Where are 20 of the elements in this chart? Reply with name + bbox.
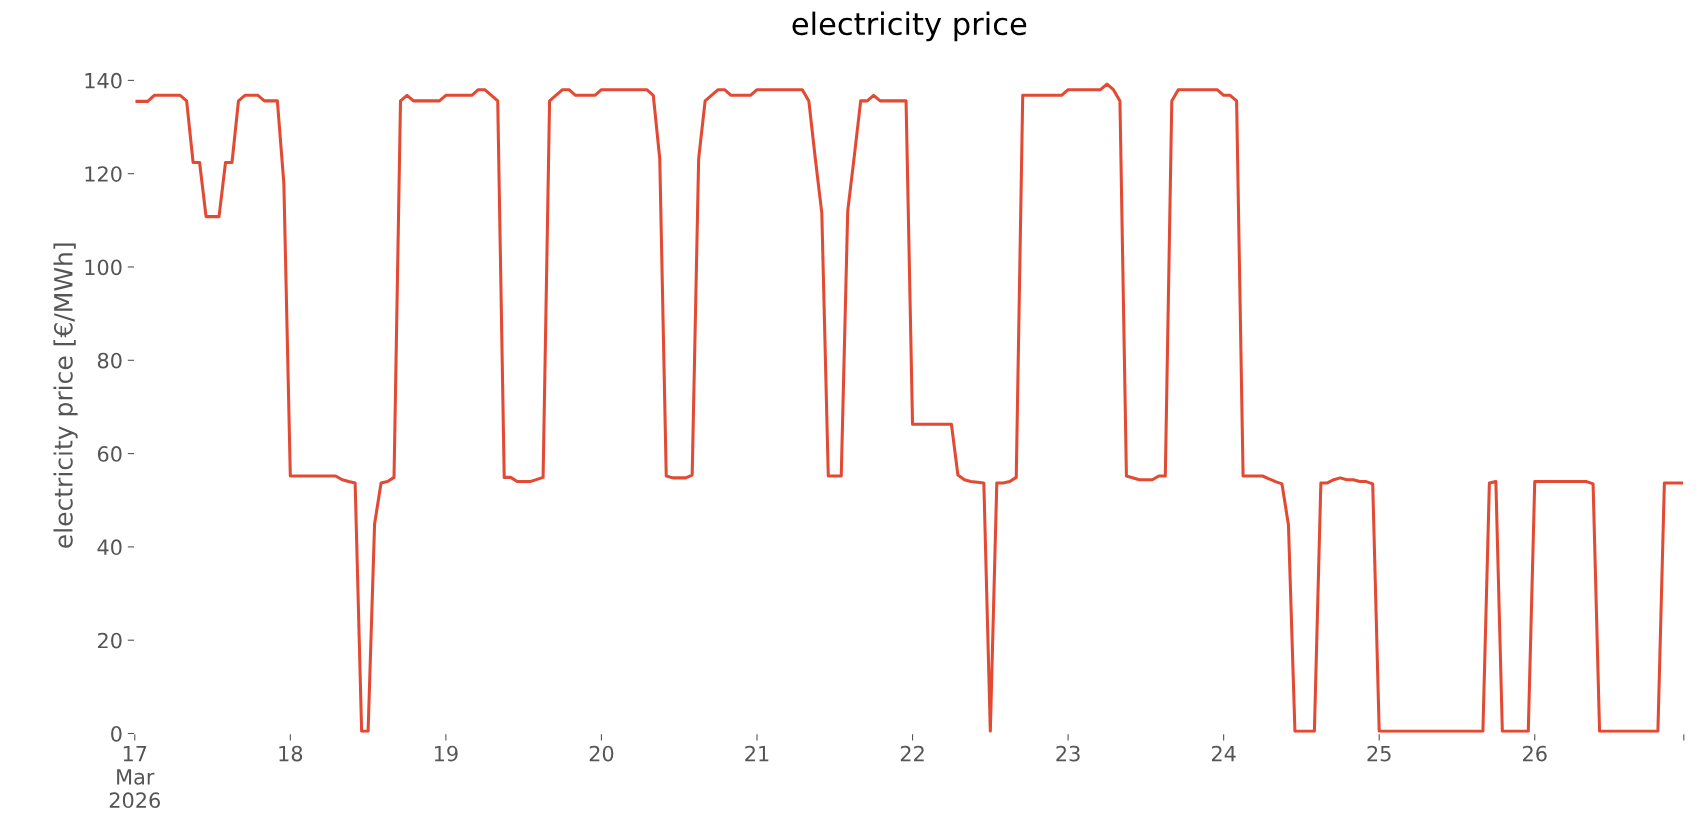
y-axis-title: electricity price [€/MWh]: [53, 243, 78, 548]
y-tick-label: 40: [97, 539, 122, 556]
x-tick-label: 17 Mar 2026: [109, 745, 160, 809]
x-tick-label: 23: [1056, 745, 1080, 762]
y-tick-label: 0: [111, 725, 122, 742]
x-tick-label: 18: [279, 745, 303, 762]
y-tick-label: 100: [85, 259, 122, 276]
x-tick-label: 22: [900, 745, 924, 762]
x-tick-label: 20: [589, 745, 614, 762]
x-tick-label: 25: [1367, 745, 1391, 762]
y-tick-label: 80: [97, 352, 122, 369]
x-tick-label: 19: [434, 745, 458, 762]
x-tick-label: 24: [1211, 745, 1236, 762]
y-tick-label: 60: [97, 446, 122, 462]
x-tick-label: 26: [1523, 745, 1547, 762]
y-tick-label: 140: [85, 72, 122, 89]
chart-title: electricity price: [792, 11, 1027, 42]
y-tick-label: 20: [97, 632, 122, 649]
x-tick-label: 21: [745, 745, 769, 762]
y-tick-label: 120: [85, 166, 122, 182]
